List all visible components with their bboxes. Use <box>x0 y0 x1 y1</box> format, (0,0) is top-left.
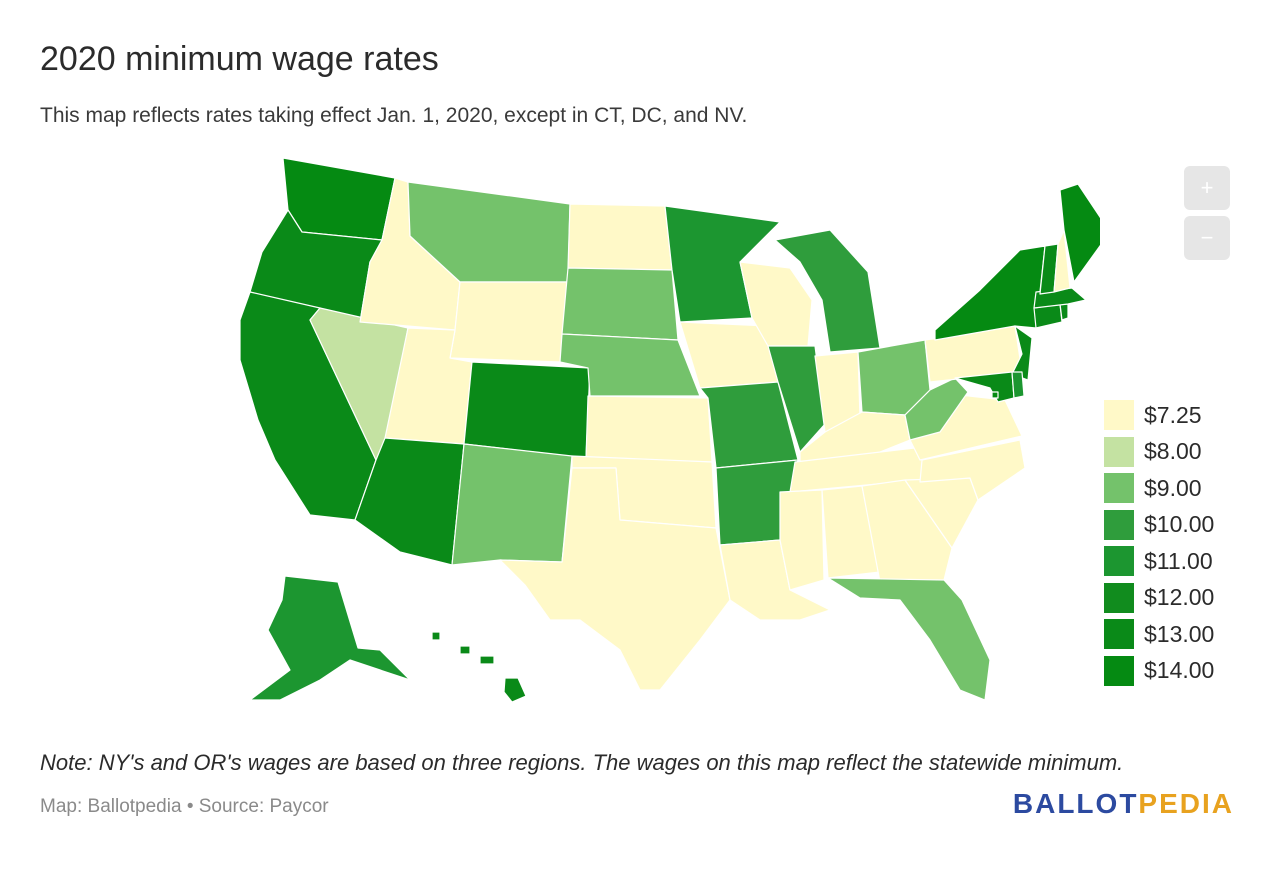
legend-label: $9.00 <box>1144 474 1202 501</box>
legend-item-9-00: $9.00 <box>1104 470 1214 507</box>
state-DC[interactable] <box>991 391 999 399</box>
legend-item-12-00: $12.00 <box>1104 580 1214 617</box>
legend-label: $10.00 <box>1144 511 1215 538</box>
page-title: 2020 minimum wage rates <box>40 40 439 78</box>
ballotpedia-logo: BALLOTPEDIA <box>1013 788 1234 820</box>
legend-item-14-00: $14.00 <box>1104 653 1214 690</box>
legend-swatch <box>1104 655 1134 686</box>
legend-label: $11.00 <box>1144 547 1213 574</box>
state-KS[interactable] <box>585 395 713 463</box>
state-ME[interactable] <box>1059 183 1100 283</box>
state-NM[interactable] <box>451 443 573 566</box>
legend-item-10-00: $10.00 <box>1104 507 1214 544</box>
legend-label: $7.25 <box>1144 401 1202 428</box>
legend-swatch <box>1104 473 1134 504</box>
legend-swatch <box>1104 546 1134 577</box>
state-ND[interactable] <box>567 203 673 271</box>
legend-item-13-00: $13.00 <box>1104 616 1214 653</box>
state-NH[interactable] <box>1053 229 1071 293</box>
zoom-out-button[interactable]: − <box>1184 216 1230 260</box>
page-subtitle: This map reflects rates taking effect Ja… <box>40 104 748 127</box>
logo-part-2: PEDIA <box>1138 788 1234 819</box>
logo-part-1: BALLOT <box>1012 788 1139 819</box>
legend-label: $14.00 <box>1144 657 1215 684</box>
legend-swatch <box>1104 509 1134 540</box>
legend-item-8-00: $8.00 <box>1104 434 1214 471</box>
legend-label: $13.00 <box>1144 620 1215 647</box>
footnote: Note: NY's and OR's wages are based on t… <box>40 750 1124 775</box>
state-NC[interactable] <box>919 439 1026 501</box>
legend-label: $8.00 <box>1144 438 1202 465</box>
state-MD[interactable] <box>954 371 1015 403</box>
state-SD[interactable] <box>561 267 679 341</box>
state-RI[interactable] <box>1059 303 1069 321</box>
state-MI[interactable] <box>774 229 881 353</box>
legend-item-11-00: $11.00 <box>1104 543 1214 580</box>
state-FL[interactable] <box>827 577 991 701</box>
legend-swatch <box>1104 436 1134 467</box>
state-HI[interactable] <box>431 631 527 703</box>
credits: Map: Ballotpedia • Source: Paycor <box>40 796 329 817</box>
state-WV[interactable] <box>904 377 969 441</box>
state-GA[interactable] <box>861 479 953 583</box>
legend: $7.25 $8.00 $9.00 $10.00 $11.00 $12.00 $… <box>1104 397 1214 689</box>
state-AK[interactable] <box>249 575 411 701</box>
state-WY[interactable] <box>449 281 569 363</box>
state-CO[interactable] <box>463 361 591 459</box>
state-TX[interactable] <box>499 467 731 691</box>
us-map <box>239 157 1100 703</box>
zoom-in-button[interactable]: + <box>1184 166 1230 210</box>
legend-label: $12.00 <box>1144 584 1215 611</box>
state-NY[interactable] <box>934 245 1046 341</box>
state-MS[interactable] <box>779 489 825 591</box>
legend-swatch <box>1104 619 1134 650</box>
legend-swatch <box>1104 582 1134 613</box>
legend-item-7-25: $7.25 <box>1104 397 1214 434</box>
state-IL[interactable] <box>767 345 826 453</box>
state-DE[interactable] <box>1011 371 1025 399</box>
legend-swatch <box>1104 400 1134 431</box>
